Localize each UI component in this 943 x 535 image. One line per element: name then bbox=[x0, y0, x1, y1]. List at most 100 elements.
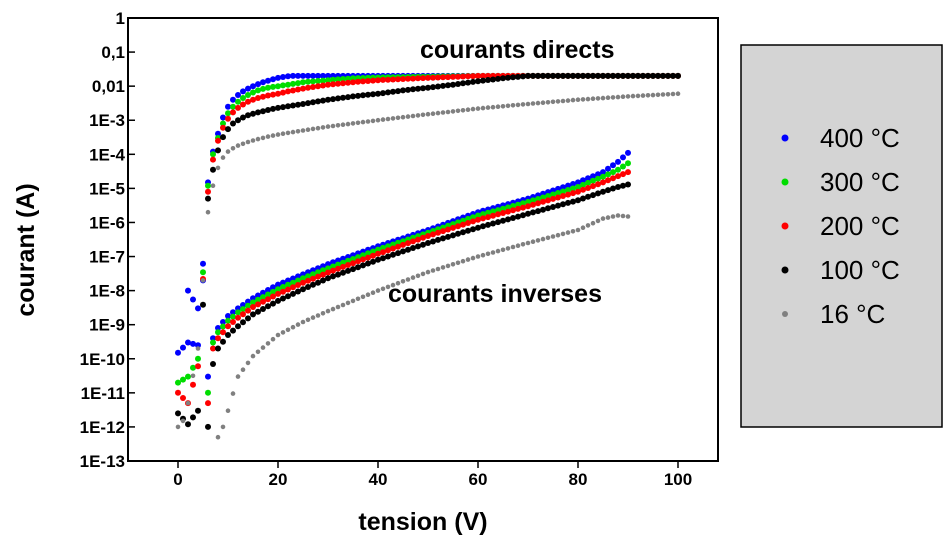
y-tick-label: 1E-10 bbox=[80, 350, 125, 369]
data-point bbox=[555, 72, 561, 79]
data-point bbox=[495, 104, 501, 109]
data-point bbox=[575, 197, 581, 204]
data-point bbox=[430, 84, 436, 91]
data-point bbox=[495, 248, 501, 254]
data-point bbox=[410, 238, 416, 245]
data-point bbox=[200, 301, 206, 308]
data-point bbox=[260, 289, 266, 296]
data-point bbox=[555, 194, 561, 201]
data-point bbox=[300, 72, 306, 79]
data-point bbox=[300, 286, 306, 293]
data-point bbox=[305, 127, 311, 132]
data-point bbox=[640, 93, 646, 98]
data-point bbox=[465, 79, 471, 86]
data-point bbox=[480, 211, 486, 218]
data-point bbox=[255, 81, 261, 88]
data-point bbox=[540, 100, 546, 105]
data-point bbox=[435, 110, 441, 116]
data-point bbox=[665, 72, 671, 79]
data-point bbox=[335, 123, 341, 128]
data-point bbox=[530, 72, 536, 79]
data-point bbox=[335, 261, 341, 268]
data-point bbox=[215, 329, 221, 336]
data-point bbox=[435, 236, 441, 243]
data-point bbox=[385, 247, 391, 254]
data-point bbox=[335, 304, 341, 310]
data-point bbox=[305, 317, 311, 323]
data-point bbox=[375, 117, 381, 123]
data-point bbox=[375, 90, 381, 97]
data-point bbox=[275, 132, 281, 137]
data-point bbox=[635, 72, 641, 79]
data-point bbox=[380, 117, 386, 122]
data-point bbox=[565, 191, 571, 198]
data-point bbox=[240, 141, 246, 147]
data-point bbox=[650, 72, 656, 79]
data-point bbox=[585, 96, 591, 102]
data-point bbox=[490, 104, 496, 110]
data-point bbox=[595, 171, 601, 178]
data-point bbox=[255, 349, 261, 355]
data-point bbox=[360, 92, 366, 99]
data-point bbox=[550, 195, 556, 202]
data-point bbox=[230, 109, 236, 116]
data-point bbox=[485, 77, 491, 83]
data-point bbox=[250, 353, 256, 359]
data-point bbox=[190, 381, 196, 388]
data-point bbox=[235, 117, 241, 124]
data-point bbox=[530, 101, 536, 106]
data-point bbox=[485, 72, 491, 79]
data-point bbox=[265, 77, 271, 84]
data-point bbox=[595, 175, 601, 182]
data-point bbox=[595, 218, 601, 224]
data-point bbox=[480, 105, 486, 111]
data-point bbox=[315, 273, 321, 280]
data-point bbox=[475, 224, 481, 231]
data-point bbox=[225, 332, 231, 338]
data-point bbox=[620, 94, 626, 99]
data-point bbox=[655, 72, 661, 79]
data-point bbox=[295, 72, 301, 79]
data-point bbox=[210, 151, 216, 158]
data-point bbox=[510, 215, 516, 221]
data-point bbox=[285, 73, 291, 80]
data-point bbox=[290, 279, 296, 286]
data-point bbox=[275, 83, 281, 90]
data-point bbox=[625, 149, 631, 156]
data-point bbox=[255, 308, 261, 315]
data-point bbox=[320, 97, 326, 104]
data-point bbox=[230, 103, 236, 110]
data-point bbox=[410, 275, 416, 280]
data-point bbox=[215, 137, 221, 144]
data-point bbox=[515, 243, 521, 248]
data-point bbox=[355, 254, 361, 261]
data-point bbox=[425, 84, 431, 91]
data-point bbox=[600, 95, 606, 101]
data-point bbox=[310, 275, 316, 282]
data-point bbox=[380, 90, 386, 97]
data-point bbox=[490, 208, 496, 215]
data-point bbox=[580, 186, 586, 193]
data-point bbox=[275, 74, 281, 81]
data-point bbox=[510, 207, 516, 214]
data-point bbox=[435, 229, 441, 236]
data-point bbox=[335, 271, 341, 278]
data-point bbox=[220, 124, 226, 131]
data-point bbox=[375, 250, 381, 257]
data-point bbox=[325, 77, 331, 84]
data-point bbox=[325, 124, 331, 129]
data-point bbox=[580, 195, 586, 202]
data-point bbox=[330, 81, 336, 88]
y-tick-label: 1E-12 bbox=[80, 418, 125, 437]
data-point bbox=[185, 421, 191, 428]
legend-box bbox=[740, 44, 943, 428]
data-point bbox=[220, 329, 226, 336]
data-point bbox=[420, 75, 426, 82]
data-point bbox=[235, 143, 241, 148]
data-point bbox=[435, 83, 441, 90]
data-point bbox=[515, 102, 521, 108]
data-point bbox=[330, 123, 336, 129]
x-tick-label: 100 bbox=[664, 470, 692, 489]
data-point bbox=[295, 80, 301, 87]
data-point bbox=[215, 130, 221, 137]
